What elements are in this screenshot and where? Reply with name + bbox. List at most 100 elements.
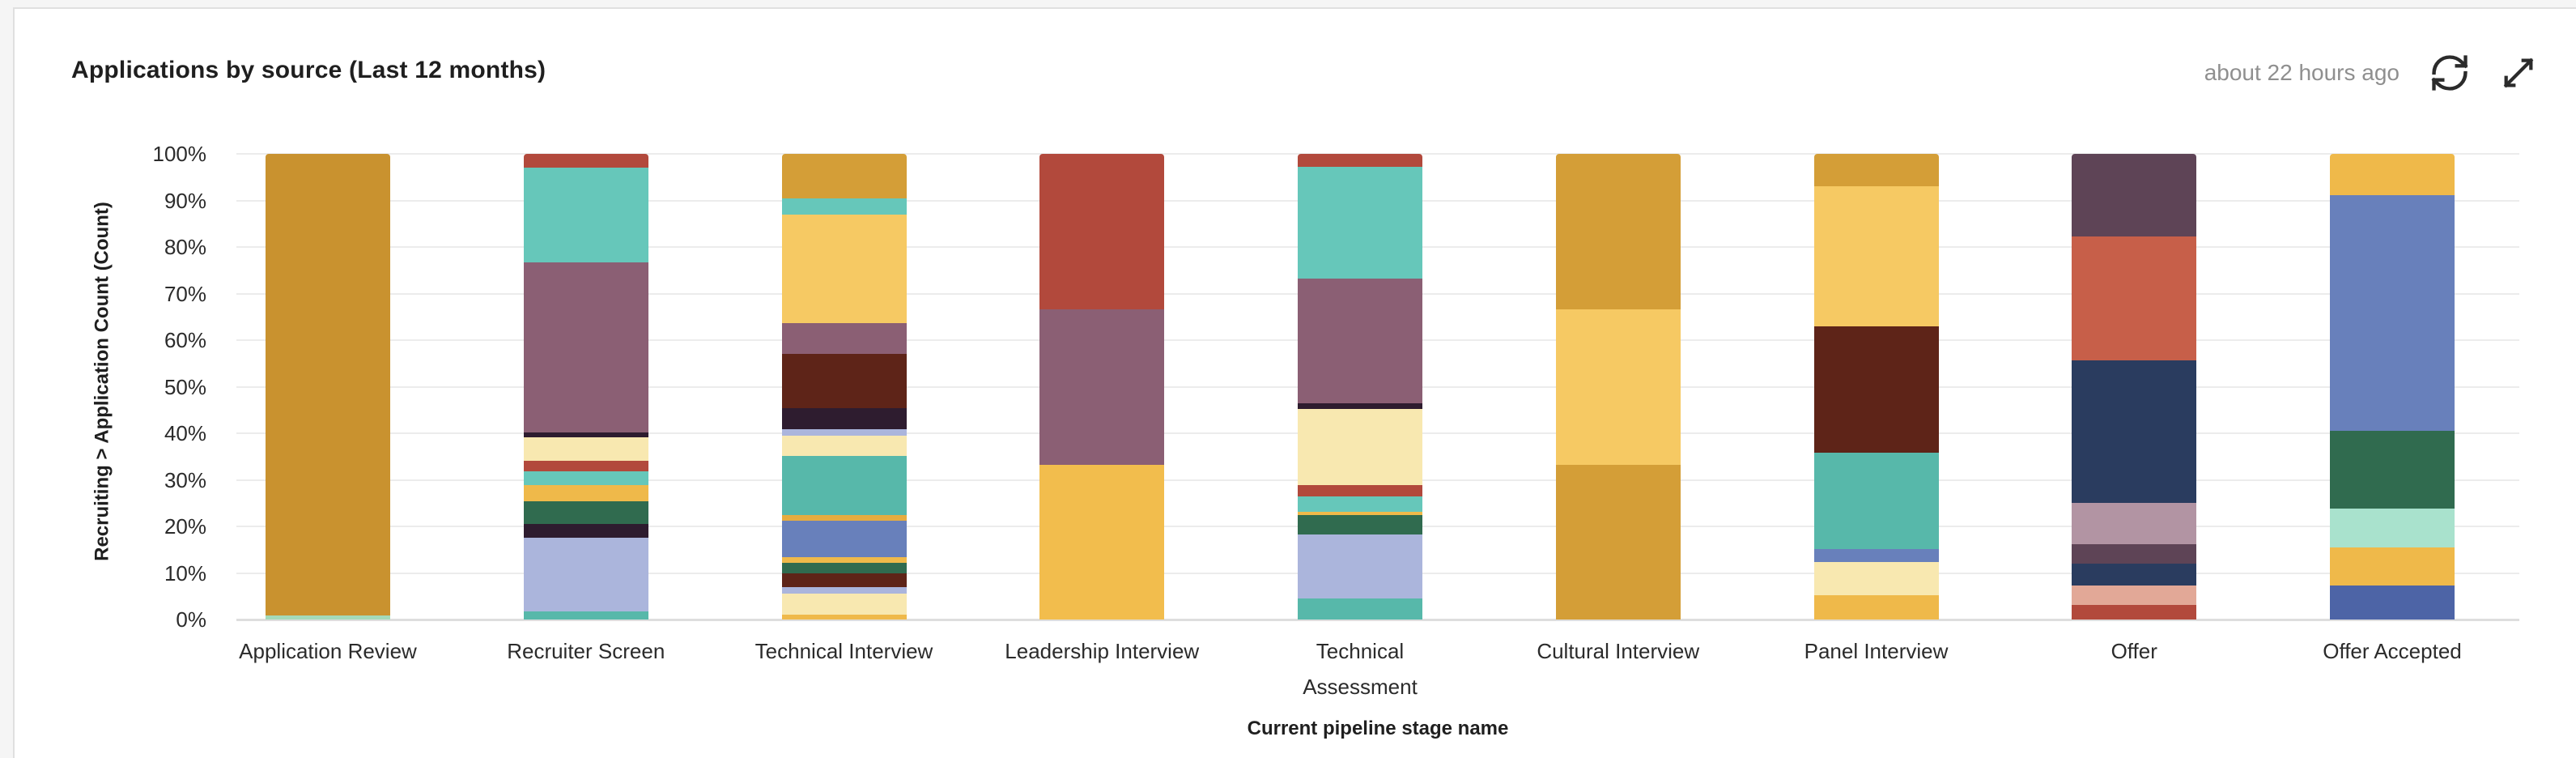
card-meta: about 22 hours ago [2204, 47, 2537, 99]
x-category-label: Technical Interview [755, 639, 933, 663]
bar-segment[interactable] [523, 154, 648, 168]
x-category-label: Panel Interview [1804, 639, 1949, 663]
bar-segment[interactable] [2330, 431, 2455, 509]
bar-segment[interactable] [1298, 515, 1422, 535]
bar-segment[interactable] [781, 593, 907, 615]
bar-segment[interactable] [2072, 543, 2197, 564]
bar-segment[interactable] [523, 436, 648, 462]
bar-segment[interactable] [523, 523, 648, 539]
bar-segment[interactable] [523, 500, 648, 524]
bar-offer[interactable] [2072, 154, 2197, 620]
bar-segment[interactable] [2330, 509, 2455, 547]
bar-segment[interactable] [1555, 464, 1681, 620]
bar-segment[interactable] [1298, 598, 1422, 620]
refresh-icon [2429, 52, 2471, 94]
bar-segment[interactable] [523, 471, 648, 486]
bar-segment[interactable] [781, 515, 907, 522]
bar-segment[interactable] [523, 168, 648, 262]
x-axis-labels: Application Review Recruiter Screen Techni… [236, 633, 2519, 714]
bar-segment[interactable] [1298, 409, 1422, 485]
bar-segment[interactable] [781, 435, 907, 457]
bar-segment[interactable] [523, 485, 648, 501]
bar-leadership-interview[interactable] [1039, 154, 1165, 620]
x-category-label: Application Review [239, 639, 417, 663]
bar-segment[interactable] [2072, 585, 2197, 606]
bar-segment[interactable] [2072, 360, 2197, 503]
bar-segment[interactable] [1813, 186, 1939, 326]
bar-segment[interactable] [1039, 309, 1165, 465]
y-tick-label: 0% [176, 607, 206, 632]
expand-button[interactable] [2500, 54, 2537, 92]
bar-segment[interactable] [1298, 167, 1422, 279]
bar-segment[interactable] [1298, 154, 1422, 168]
bar-segment[interactable] [266, 615, 390, 620]
bar-segment[interactable] [2072, 236, 2197, 360]
bar-segment[interactable] [2330, 195, 2455, 432]
bar-segment[interactable] [781, 586, 907, 594]
bar-segment[interactable] [1298, 511, 1422, 516]
bar-offer-accepted[interactable] [2330, 154, 2455, 620]
bar-segment[interactable] [1298, 534, 1422, 599]
bar-technical-assessment[interactable] [1298, 154, 1422, 620]
bar-segment[interactable] [523, 461, 648, 471]
bar-segment[interactable] [523, 611, 648, 620]
bar-segment[interactable] [781, 562, 907, 573]
expand-icon [2500, 54, 2537, 92]
x-category-label: Leadership Interview [1005, 639, 1200, 663]
bar-segment[interactable] [781, 428, 907, 436]
bar-segment[interactable] [781, 154, 907, 199]
bar-segment[interactable] [1813, 154, 1939, 187]
bar-segment[interactable] [2330, 547, 2455, 586]
bar-recruiter-screen[interactable] [523, 154, 648, 620]
y-tick-label: 20% [164, 514, 206, 539]
bar-segment[interactable] [1298, 496, 1422, 512]
y-tick-label: 40% [164, 421, 206, 445]
y-tick-label: 100% [152, 142, 207, 166]
bar-segment[interactable] [2072, 502, 2197, 544]
bar-segment[interactable] [781, 573, 907, 587]
bar-segment[interactable] [266, 154, 390, 616]
bar-segment[interactable] [1298, 403, 1422, 410]
bar-segment[interactable] [781, 407, 907, 429]
y-tick-label: 60% [164, 328, 206, 352]
y-tick-label: 70% [164, 281, 206, 306]
bar-segment[interactable] [781, 615, 907, 620]
bar-segment[interactable] [1298, 484, 1422, 496]
bar-segment[interactable] [523, 432, 648, 437]
bar-segment[interactable] [1298, 279, 1422, 404]
bar-segment[interactable] [2072, 605, 2197, 620]
bar-segment[interactable] [2072, 563, 2197, 586]
bar-segment[interactable] [1813, 595, 1939, 620]
refresh-button[interactable] [2429, 52, 2471, 94]
bar-technical-interview[interactable] [781, 154, 907, 620]
x-category-label: Technical Assessment [1303, 639, 1418, 699]
bar-segment[interactable] [2330, 154, 2455, 196]
y-axis-ticks: 0% 10% 20% 30% 40% 50% 60% 70% 80% 90% 100% [105, 143, 207, 631]
bar-segment[interactable] [1039, 154, 1165, 310]
x-axis-title: Current pipeline stage name [1247, 718, 1509, 739]
bar-panel-interview[interactable] [1813, 154, 1939, 620]
bar-segment[interactable] [781, 214, 907, 323]
bar-segment[interactable] [1555, 309, 1681, 465]
bar-segment[interactable] [523, 538, 648, 612]
bar-segment[interactable] [523, 262, 648, 432]
bar-segment[interactable] [2330, 585, 2455, 620]
bar-segment[interactable] [781, 353, 907, 408]
bar-cultural-interview[interactable] [1555, 154, 1681, 620]
bar-segment[interactable] [1813, 453, 1939, 550]
bar-segment[interactable] [1555, 154, 1681, 310]
x-category-label: Offer Accepted [2323, 639, 2462, 663]
bar-segment[interactable] [1813, 562, 1939, 596]
bar-segment[interactable] [781, 456, 907, 516]
bar-application-review[interactable] [266, 154, 390, 620]
bar-segment[interactable] [781, 198, 907, 215]
bar-segment[interactable] [2072, 154, 2197, 237]
bar-segment[interactable] [1813, 549, 1939, 563]
bar-segment[interactable] [781, 521, 907, 557]
bar-segment[interactable] [781, 322, 907, 354]
y-tick-label: 10% [164, 560, 206, 586]
bar-segment[interactable] [1039, 464, 1165, 620]
bar-segment[interactable] [1813, 326, 1939, 454]
bar-segment[interactable] [781, 556, 907, 563]
x-category-label: Recruiter Screen [507, 639, 665, 663]
